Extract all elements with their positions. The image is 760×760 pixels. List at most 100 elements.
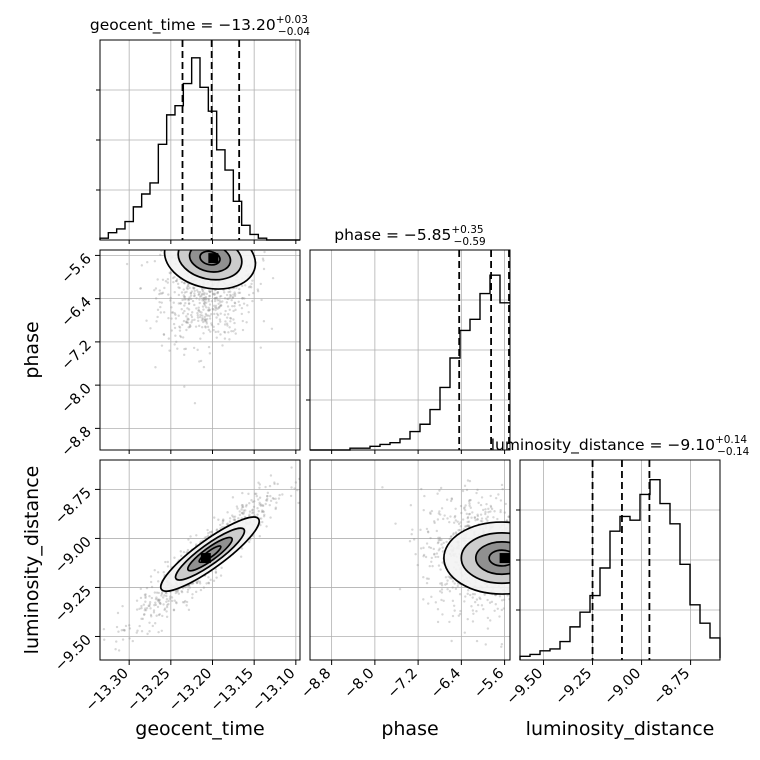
scatter-point <box>223 323 227 326</box>
scatter-point <box>463 506 466 509</box>
scatter-point <box>187 318 190 321</box>
scatter-point <box>210 322 213 325</box>
scatter-point <box>256 288 260 291</box>
scatter-point <box>473 516 477 520</box>
scatter-point <box>187 302 191 305</box>
scatter-point <box>439 486 443 490</box>
scatter-point <box>146 261 149 264</box>
scatter-point <box>140 264 144 267</box>
scatter-point <box>204 318 207 321</box>
scatter-point <box>458 593 462 596</box>
scatter-point <box>172 322 176 326</box>
scatter-point <box>238 304 241 307</box>
scatter-point <box>233 515 237 518</box>
scatter-point <box>253 500 256 503</box>
scatter-point <box>212 304 216 308</box>
scatter-point <box>268 484 272 488</box>
scatter-point <box>475 491 478 495</box>
scatter-point <box>156 605 160 609</box>
scatter-point <box>205 582 208 585</box>
scatter-point <box>250 282 253 286</box>
panel-phase-vs-luminosity_distance <box>309 459 511 661</box>
scatter-point <box>440 543 443 546</box>
scatter-point <box>149 575 153 578</box>
scatter-point <box>201 314 204 317</box>
scatter-point <box>449 577 452 580</box>
scatter-point <box>200 326 204 329</box>
scatter-point <box>200 287 204 290</box>
scatter-point <box>206 325 210 329</box>
scatter-point <box>193 401 197 405</box>
scatter-point <box>422 555 425 558</box>
scatter-point <box>159 305 162 309</box>
scatter-point <box>216 314 220 317</box>
scatter-point <box>202 298 206 301</box>
scatter-point <box>290 486 293 489</box>
scatter-point <box>234 332 237 335</box>
scatter-point <box>229 294 233 298</box>
scatter-point <box>197 292 201 296</box>
scatter-point <box>183 298 186 301</box>
scatter-point <box>437 564 441 567</box>
y-tick-label: −9.00 <box>52 534 95 577</box>
scatter-point <box>449 499 453 503</box>
scatter-point <box>470 605 473 608</box>
scatter-point <box>451 580 455 583</box>
scatter-point <box>168 597 172 600</box>
scatter-point <box>123 628 126 632</box>
scatter-point <box>451 586 454 589</box>
scatter-point <box>468 512 472 516</box>
scatter-point <box>454 507 457 511</box>
title-main: luminosity_distance = −9.10 <box>491 436 715 455</box>
scatter-point <box>173 599 176 602</box>
scatter-point <box>412 538 416 541</box>
scatter-point <box>463 525 467 528</box>
scatter-point <box>212 292 216 296</box>
scatter-point <box>452 604 456 607</box>
scatter-point <box>240 284 244 288</box>
scatter-point <box>484 508 487 511</box>
scatter-point <box>229 293 232 297</box>
scatter-point <box>198 580 202 583</box>
scatter-point <box>155 614 158 617</box>
scatter-point <box>202 296 206 300</box>
scatter-point <box>263 513 266 516</box>
scatter-point <box>202 299 206 302</box>
scatter-point <box>219 574 223 577</box>
scatter-point <box>243 297 246 300</box>
scatter-point <box>185 286 189 290</box>
scatter-point <box>258 501 261 505</box>
scatter-point <box>259 282 262 286</box>
scatter-point <box>442 599 445 603</box>
scatter-point <box>154 601 157 604</box>
scatter-point <box>411 528 414 531</box>
peak-marker <box>208 253 219 264</box>
scatter-point <box>173 556 176 559</box>
contour-line <box>474 540 510 576</box>
scatter-point <box>214 330 217 334</box>
title-main: geocent_time = −13.20 <box>90 16 276 35</box>
scatter-point <box>484 643 487 646</box>
scatter-point <box>241 511 244 515</box>
y-tick-label: −6.4 <box>59 294 95 330</box>
scatter-point <box>271 496 275 500</box>
scatter-point <box>479 519 483 523</box>
scatter-point <box>201 305 205 308</box>
scatter-point <box>504 502 507 506</box>
scatter-point <box>249 286 253 289</box>
scatter-point <box>144 607 147 610</box>
scatter-point <box>223 337 227 340</box>
scatter-point <box>265 499 269 502</box>
scatter-point <box>500 643 504 646</box>
scatter-point <box>430 560 433 563</box>
scatter-point <box>207 328 211 332</box>
scatter-point <box>215 316 218 319</box>
scatter-point <box>258 486 261 489</box>
scatter-point <box>208 531 212 534</box>
scatter-point <box>266 495 269 498</box>
scatter-point <box>206 317 209 321</box>
scatter-point <box>240 511 244 515</box>
scatter-point <box>458 612 462 616</box>
scatter-point <box>446 517 449 520</box>
scatter-point <box>247 540 251 544</box>
